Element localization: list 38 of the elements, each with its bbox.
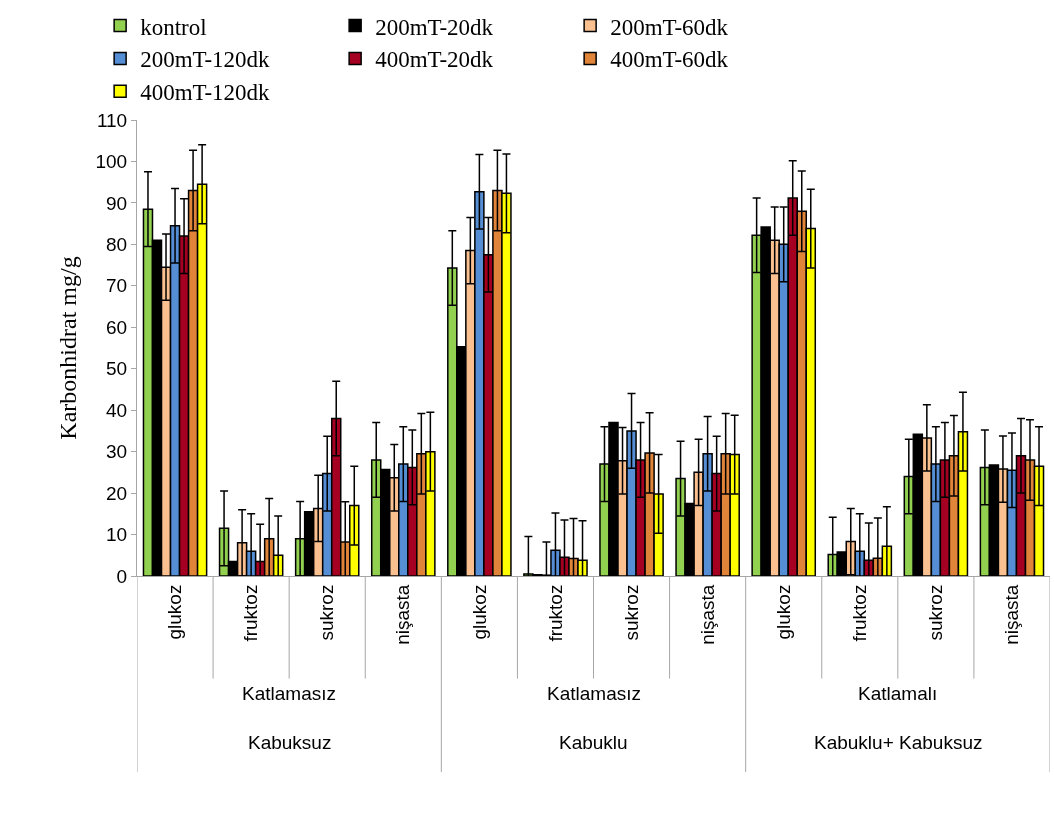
text: Katlamasız	[547, 683, 641, 704]
x-tick-label: sukroz	[620, 584, 642, 641]
y-tick-label: 10	[106, 524, 128, 546]
text: Kabuklu+ Kabuksuz	[814, 732, 983, 753]
x-tick-label: nişasta	[392, 584, 414, 645]
y-tick-label: 70	[106, 275, 128, 297]
legend-label: kontrol	[140, 14, 207, 40]
y-tick-label: 80	[106, 234, 128, 256]
y-tick-label: 40	[106, 399, 128, 421]
text: Katlamasız	[242, 683, 336, 704]
x-tick-label: fruktoz	[544, 584, 566, 642]
y-tick-label: 20	[106, 482, 128, 504]
y-tick-label: 90	[106, 192, 128, 214]
x-tick-label: glukoz	[468, 584, 490, 640]
x-tick-label: nişasta	[1001, 584, 1023, 645]
legend-label: 200mT-60dk	[610, 14, 729, 40]
x-tick-label: glukoz	[772, 584, 794, 640]
x-tick-label: sukroz	[925, 584, 947, 641]
text: Kabuksuz	[248, 732, 332, 753]
y-tick-label: 30	[106, 441, 128, 463]
legend-label: 400mT-20dk	[375, 47, 494, 73]
legend-label: 200mT-120dk	[140, 47, 271, 73]
y-tick-label: 50	[106, 358, 128, 380]
legend-label: 400mT-60dk	[610, 47, 729, 73]
y-axis-title: Karbonhidrat mg/g	[54, 256, 81, 440]
text: Katlamalı	[858, 683, 938, 704]
y-tick-label: 0	[116, 565, 128, 587]
x-tick-label: glukoz	[164, 584, 186, 640]
y-tick-label: 110	[96, 109, 128, 131]
x-tick-label: sukroz	[316, 584, 338, 641]
legend-label: 200mT-20dk	[375, 14, 494, 40]
y-tick-label: 100	[95, 151, 128, 173]
legend-label: 400mT-120dk	[140, 80, 271, 106]
y-tick-label: 60	[106, 316, 128, 338]
x-tick-label: fruktoz	[240, 584, 262, 642]
x-tick-label: nişasta	[696, 584, 718, 645]
text: Kabuklu	[559, 732, 628, 753]
x-tick-label: fruktoz	[848, 584, 870, 642]
